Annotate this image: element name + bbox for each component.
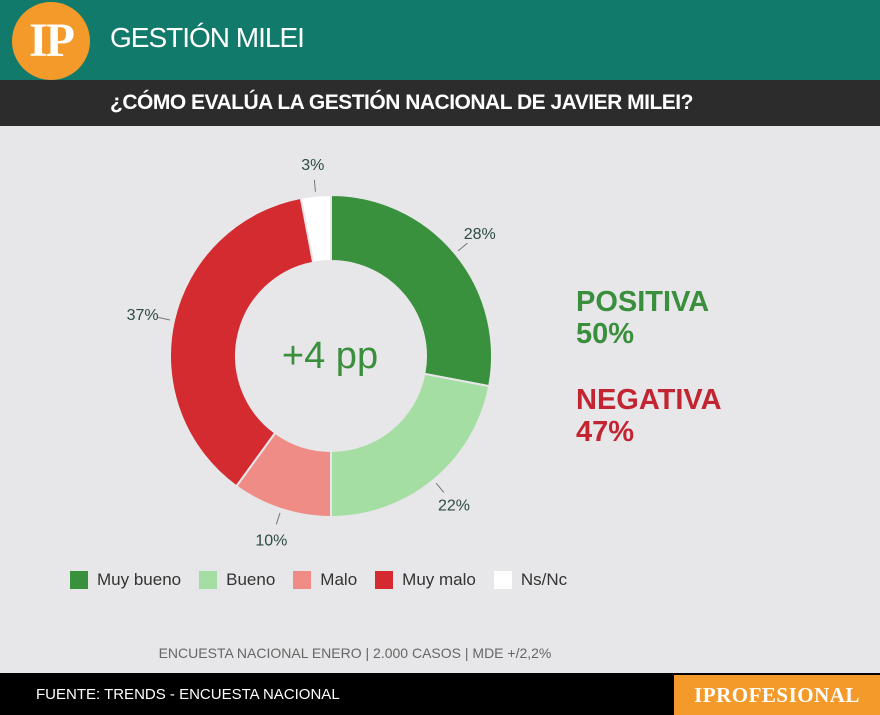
legend-item: Malo (293, 570, 357, 590)
positive-value: 50% (576, 318, 635, 350)
slice-muy-bueno (330, 193, 493, 388)
positive-label: POSITIVA (576, 286, 710, 318)
data-label: 22% (438, 498, 470, 515)
negative-label: NEGATIVA (576, 384, 722, 416)
chart-question: ¿CÓMO EVALÚA LA GESTIÓN NACIONAL DE JAVI… (110, 91, 693, 114)
survey-note: ENCUESTA NACIONAL ENERO | 2.000 CASOS | … (158, 645, 552, 661)
legend-item: Muy bueno (70, 570, 181, 590)
chart-legend: Muy bueno Bueno Malo Muy malo Ns/Nc (70, 570, 567, 590)
footer-bar: FUENTE: TRENDS - ENCUESTA NACIONAL IPROF… (0, 673, 880, 715)
source-text: FUENTE: TRENDS - ENCUESTA NACIONAL (36, 686, 340, 703)
negative-value: 47% (576, 416, 635, 448)
legend-label: Muy malo (402, 570, 476, 589)
data-label: 10% (255, 533, 287, 550)
leader-line (275, 512, 281, 525)
slice-ns-nc (299, 193, 332, 264)
legend-item: Bueno (199, 570, 275, 590)
legend-swatch (199, 571, 218, 589)
slice-muy-malo (169, 196, 315, 488)
legend-label: Malo (320, 570, 358, 589)
legend-label: Muy bueno (97, 570, 182, 589)
data-label: 3% (301, 157, 324, 174)
legend-item: Ns/Nc (493, 570, 568, 590)
data-label: 28% (464, 226, 496, 243)
donut-chart: 28% 22% 10% 37% 3% (127, 157, 496, 550)
legend-swatch (493, 571, 512, 589)
question-bar: ¿CÓMO EVALÚA LA GESTIÓN NACIONAL DE JAVI… (0, 80, 880, 126)
slice-bueno (330, 372, 491, 519)
center-label: +4 pp (281, 335, 379, 377)
data-label: 37% (127, 307, 159, 324)
legend-label: Ns/Nc (520, 570, 568, 589)
legend-swatch (375, 571, 394, 589)
leader-line (313, 179, 316, 192)
header-bar: IP GESTIÓN MILEI (0, 0, 880, 80)
legend-item: Muy malo (375, 570, 476, 590)
brand-logo: IP (12, 2, 90, 80)
leader-line (435, 482, 445, 493)
leader-line (457, 242, 468, 252)
legend-label: Bueno (226, 570, 276, 589)
leader-line (158, 316, 171, 321)
footer-brand: IPROFESIONAL (674, 675, 880, 715)
legend-swatch (70, 571, 88, 589)
legend-swatch (293, 571, 312, 589)
section-title: GESTIÓN MILEI (110, 22, 305, 53)
